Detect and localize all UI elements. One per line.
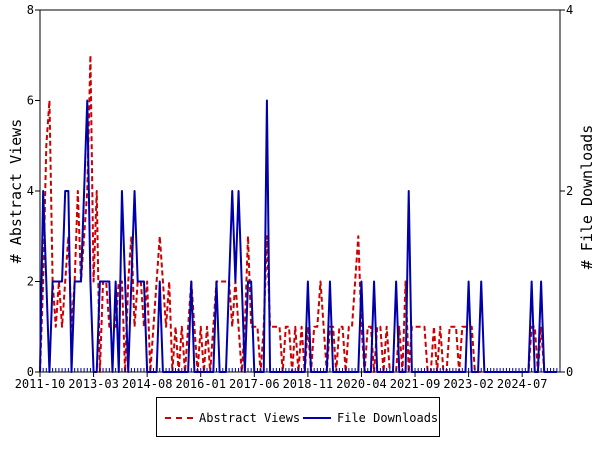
x-tick-label: 2014-08 <box>122 377 173 391</box>
y-right-tick-label: 4 <box>566 3 573 17</box>
series-line-file-downloads <box>39 99 557 373</box>
y-axis-right-title: # File Downloads <box>578 125 596 270</box>
y-left-tick-label: 2 <box>27 275 34 289</box>
legend-label-file-downloads: File Downloads <box>337 411 439 425</box>
legend-label-abstract-views: Abstract Views <box>199 411 301 425</box>
x-tick-label: 2023-02 <box>443 377 494 391</box>
y-left-tick-label: 4 <box>27 184 34 198</box>
x-tick-label: 2016-01 <box>175 377 226 391</box>
y-left-tick-label: 8 <box>27 3 34 17</box>
legend-swatch-abstract-views <box>165 417 193 419</box>
y-left-tick-label: 0 <box>27 365 34 379</box>
axis-layer: 2011-10 2013-03 2014-08 2016-01 2017-06 2018-… <box>15 3 574 391</box>
legend-item-abstract-views: Abstract Views <box>165 410 300 426</box>
legend-item-file-downloads: File Downloads <box>303 410 438 426</box>
y-right-tick-label: 2 <box>566 184 573 198</box>
x-tick-label: 2018-11 <box>283 377 334 391</box>
chart-legend: Abstract Views File Downloads <box>156 397 440 437</box>
x-tick-label: 2011-10 <box>15 377 66 391</box>
legend-swatch-file-downloads <box>303 417 331 419</box>
x-tick-label: 2020-04 <box>336 377 387 391</box>
x-tick-label: 2021-09 <box>390 377 441 391</box>
y-right-tick-label: 0 <box>566 365 573 379</box>
x-tick-label: 2024-07 <box>497 377 548 391</box>
series-layer <box>39 54 557 373</box>
y-left-tick-label: 6 <box>27 94 34 108</box>
x-tick-label: 2013-03 <box>68 377 119 391</box>
y-axis-left-title: # Abstract Views <box>7 119 25 264</box>
x-tick-label: 2017-06 <box>229 377 280 391</box>
